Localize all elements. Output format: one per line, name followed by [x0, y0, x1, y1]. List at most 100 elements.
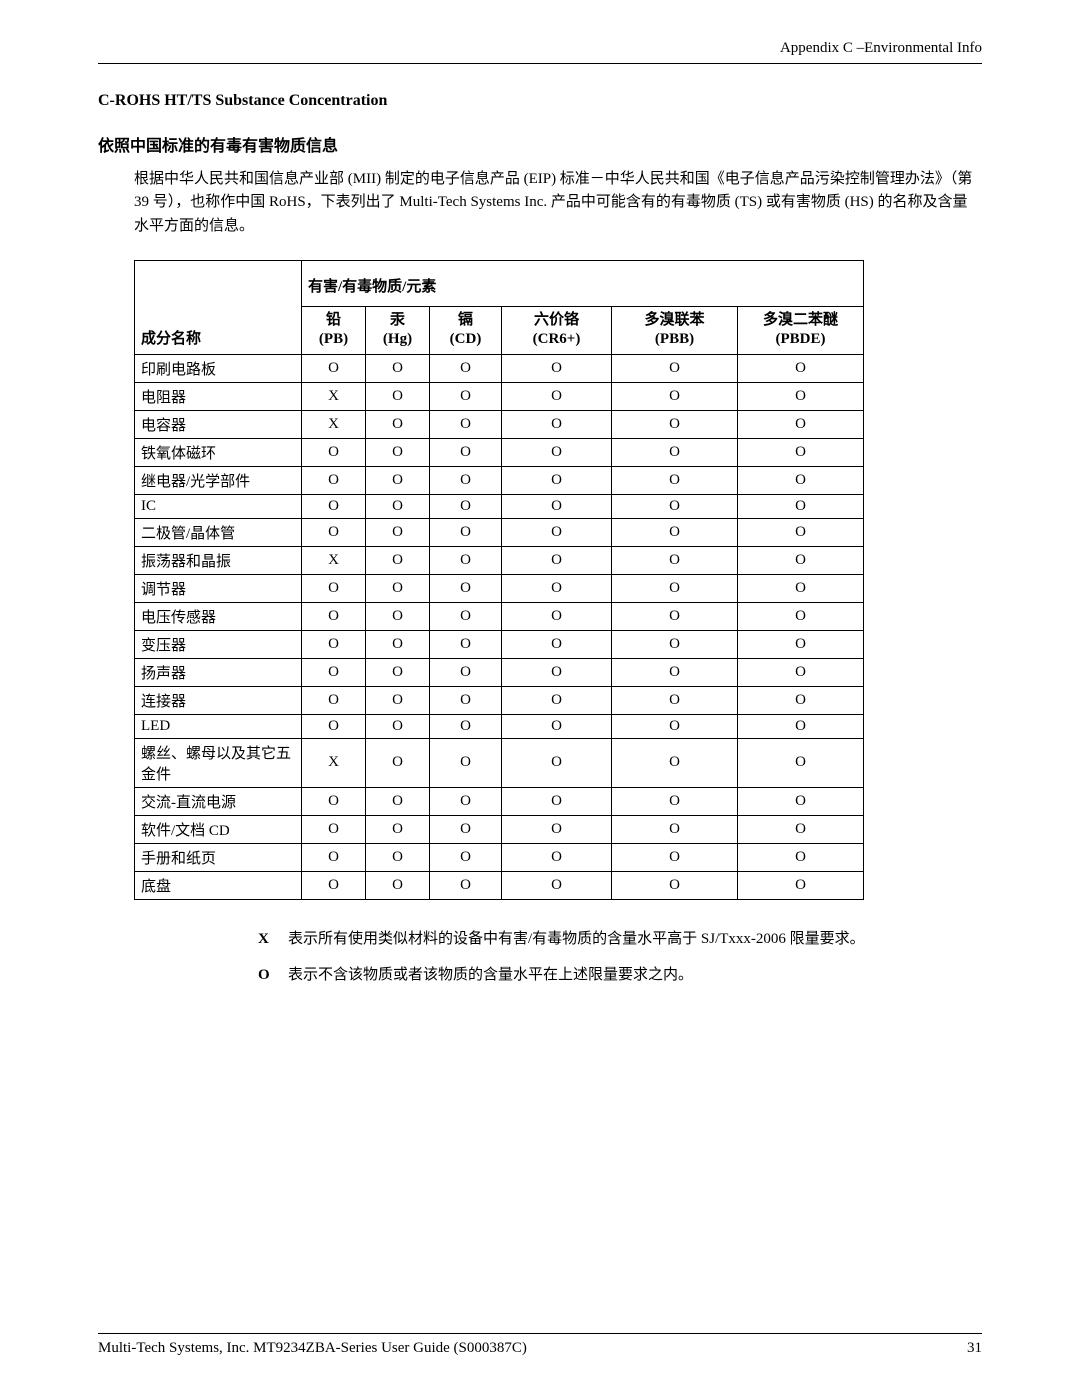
substance-value: O: [502, 438, 612, 466]
column-header: 汞(Hg): [366, 306, 430, 354]
substance-value: O: [366, 546, 430, 574]
substance-value: O: [502, 714, 612, 738]
legend-text: 表示所有使用类似材料的设备中有害/有毒物质的含量水平高于 SJ/Txxx-200…: [288, 928, 982, 951]
table-row: 交流-直流电源OOOOOO: [135, 787, 864, 815]
substance-value: O: [738, 546, 864, 574]
component-name: IC: [135, 494, 302, 518]
substance-value: O: [738, 714, 864, 738]
substance-value: O: [738, 843, 864, 871]
substance-value: O: [430, 630, 502, 658]
substance-value: O: [366, 714, 430, 738]
substance-value: O: [302, 686, 366, 714]
component-name: 软件/文档 CD: [135, 815, 302, 843]
substance-value: O: [430, 382, 502, 410]
substance-value: O: [738, 494, 864, 518]
substance-value: O: [738, 574, 864, 602]
table-row: 铁氧体磁环OOOOOO: [135, 438, 864, 466]
substance-value: O: [612, 787, 738, 815]
footer-right: 31: [967, 1340, 982, 1357]
substance-value: O: [612, 382, 738, 410]
substance-value: O: [612, 574, 738, 602]
component-name: 电阻器: [135, 382, 302, 410]
substance-value: O: [502, 494, 612, 518]
table-row: 扬声器OOOOOO: [135, 658, 864, 686]
substance-value: O: [366, 602, 430, 630]
substance-value: O: [430, 815, 502, 843]
substance-value: O: [366, 518, 430, 546]
table-row: 软件/文档 CDOOOOOO: [135, 815, 864, 843]
substance-value: O: [366, 843, 430, 871]
substance-value: O: [502, 410, 612, 438]
component-name: 电容器: [135, 410, 302, 438]
intro-paragraph: 根据中华人民共和国信息产业部 (MII) 制定的电子信息产品 (EIP) 标准－…: [134, 168, 982, 238]
substance-value: O: [738, 410, 864, 438]
substance-value: O: [612, 630, 738, 658]
substance-value: O: [612, 494, 738, 518]
substance-value: O: [302, 843, 366, 871]
substance-value: O: [366, 815, 430, 843]
component-name: 螺丝、螺母以及其它五金件: [135, 738, 302, 787]
substance-value: O: [302, 518, 366, 546]
substance-value: O: [302, 602, 366, 630]
substance-value: O: [366, 466, 430, 494]
substance-value: O: [738, 518, 864, 546]
substance-value: O: [302, 438, 366, 466]
substance-value: O: [612, 410, 738, 438]
substance-value: O: [302, 354, 366, 382]
substance-value: O: [738, 738, 864, 787]
column-header: 镉(CD): [430, 306, 502, 354]
column-header: 多溴联苯(PBB): [612, 306, 738, 354]
substance-value: O: [738, 658, 864, 686]
substance-value: O: [366, 354, 430, 382]
table-row: 变压器OOOOOO: [135, 630, 864, 658]
legend-row-x: X 表示所有使用类似材料的设备中有害/有毒物质的含量水平高于 SJ/Txxx-2…: [258, 928, 982, 951]
substance-value: O: [502, 466, 612, 494]
substance-value: O: [366, 410, 430, 438]
table-row: LEDOOOOOO: [135, 714, 864, 738]
substance-value: O: [430, 574, 502, 602]
table-row: 连接器OOOOOO: [135, 686, 864, 714]
component-name: 二极管/晶体管: [135, 518, 302, 546]
table-row: 电阻器XOOOOO: [135, 382, 864, 410]
substance-value: O: [366, 686, 430, 714]
substance-value: X: [302, 546, 366, 574]
substance-value: O: [430, 686, 502, 714]
substance-value: O: [430, 518, 502, 546]
substance-value: O: [502, 787, 612, 815]
substance-value: O: [612, 602, 738, 630]
component-name: 振荡器和晶振: [135, 546, 302, 574]
component-name: LED: [135, 714, 302, 738]
substance-value: O: [366, 438, 430, 466]
substance-value: O: [302, 815, 366, 843]
table-row: 振荡器和晶振XOOOOO: [135, 546, 864, 574]
substance-value: O: [430, 738, 502, 787]
substance-value: O: [502, 630, 612, 658]
substance-value: O: [430, 714, 502, 738]
legend: X 表示所有使用类似材料的设备中有害/有毒物质的含量水平高于 SJ/Txxx-2…: [258, 928, 982, 987]
substance-value: O: [502, 602, 612, 630]
substance-value: O: [430, 546, 502, 574]
component-name: 铁氧体磁环: [135, 438, 302, 466]
substance-value: O: [738, 438, 864, 466]
substance-value: O: [738, 382, 864, 410]
substance-value: O: [612, 518, 738, 546]
substance-value: X: [302, 410, 366, 438]
table-row: 底盘OOOOOO: [135, 871, 864, 899]
substance-value: O: [738, 871, 864, 899]
substance-value: O: [738, 602, 864, 630]
component-name: 调节器: [135, 574, 302, 602]
column-header: 多溴二苯醚(PBDE): [738, 306, 864, 354]
table-row: 电压传感器OOOOOO: [135, 602, 864, 630]
substance-value: O: [612, 738, 738, 787]
table-row: ICOOOOOO: [135, 494, 864, 518]
substance-value: O: [612, 354, 738, 382]
substance-value: O: [502, 546, 612, 574]
substance-value: O: [612, 658, 738, 686]
component-name: 扬声器: [135, 658, 302, 686]
substance-value: O: [502, 738, 612, 787]
substance-value: O: [366, 787, 430, 815]
substance-value: O: [430, 410, 502, 438]
substance-value: O: [430, 494, 502, 518]
substance-value: O: [366, 738, 430, 787]
substance-value: O: [738, 686, 864, 714]
